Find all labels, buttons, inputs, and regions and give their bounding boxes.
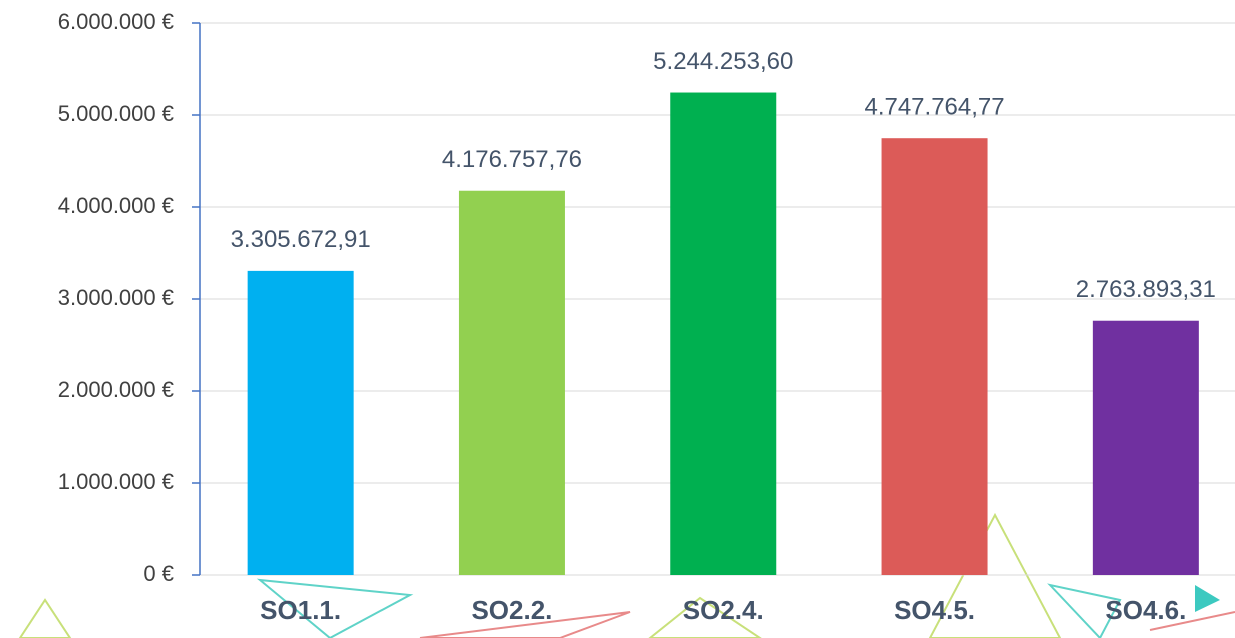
- x-tick-label: SO2.2.: [471, 595, 552, 625]
- y-tick-label: 4.000.000 €: [58, 193, 174, 218]
- bar: [1092, 320, 1199, 575]
- bar: [247, 270, 354, 575]
- x-tick-label: SO1.1.: [260, 595, 341, 625]
- x-tick-label: SO4.5.: [894, 595, 975, 625]
- y-tick-label: 6.000.000 €: [58, 9, 174, 34]
- bar: [458, 190, 565, 575]
- value-label: 2.763.893,31: [1076, 276, 1216, 303]
- y-tick-label: 1.000.000 €: [58, 469, 174, 494]
- value-label: 3.305.672,91: [231, 226, 371, 253]
- value-label: 5.244.253,60: [653, 48, 793, 75]
- x-tick-label: SO4.6.: [1105, 595, 1186, 625]
- y-tick-label: 2.000.000 €: [58, 377, 174, 402]
- decoration: [18, 512, 1235, 638]
- y-tick-label: 3.000.000 €: [58, 285, 174, 310]
- value-label: 4.747.764,77: [864, 94, 1004, 121]
- bar: [670, 92, 777, 575]
- value-label: 4.176.757,76: [442, 146, 582, 173]
- x-tick-label: SO2.4.: [683, 595, 764, 625]
- y-tick-label: 5.000.000 €: [58, 101, 174, 126]
- y-tick-label: 0 €: [143, 561, 174, 586]
- bar: [881, 138, 988, 576]
